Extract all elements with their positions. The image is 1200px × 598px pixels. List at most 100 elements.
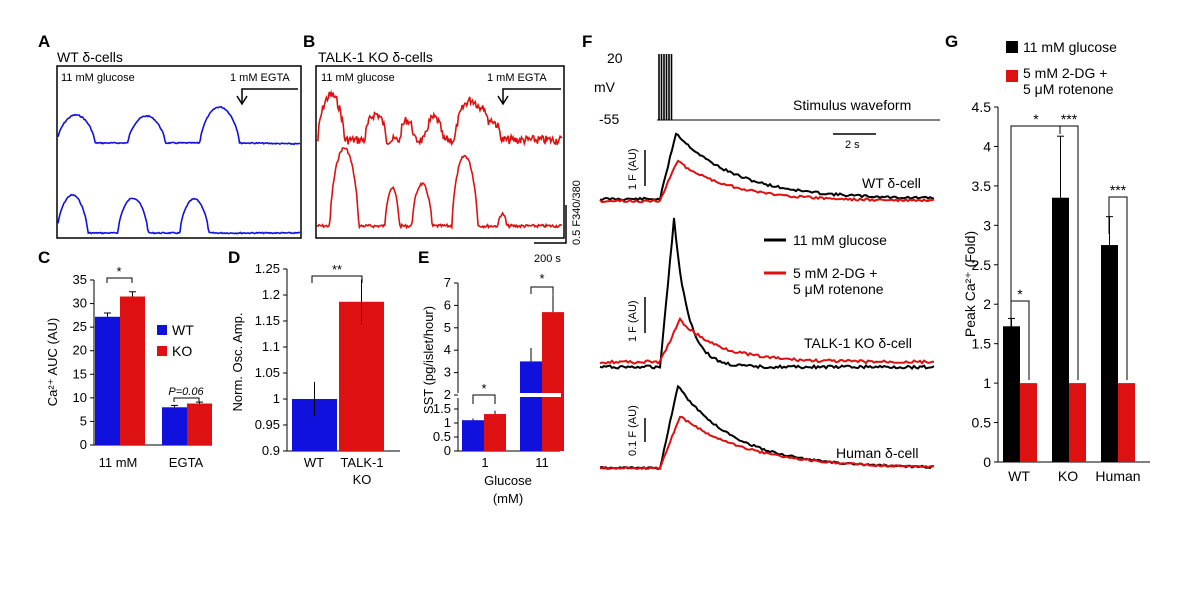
- e-y-tick-label: 0: [444, 443, 451, 458]
- d-y-tick-label: 1.25: [255, 261, 280, 276]
- c-y-tick-label: 30: [73, 296, 87, 311]
- panel-d-chart: 0.9 0.95 1 1.05 1.1 1.15 1.2 1.25 WT TALK-1 KO Norm…: [230, 261, 400, 487]
- panel-f-voltage-top: 20: [607, 50, 623, 66]
- c-y-tick-label: 5: [80, 413, 87, 428]
- e-bar: [520, 361, 542, 451]
- c-p-value: P=0.06: [168, 386, 204, 398]
- panel-b-scale-y: 0.5 F340/380: [571, 180, 583, 245]
- g-y-tick-label: 2.5: [972, 257, 992, 273]
- g-bar: [1118, 383, 1135, 462]
- c-bar: [120, 296, 145, 445]
- panel-f-legend-rotenone-2: 5 μM rotenone: [793, 281, 884, 297]
- c-bar: [187, 403, 212, 445]
- panel-a-trace-2: [57, 193, 301, 235]
- panel-a-egta-label: 1 mM EGTA: [230, 72, 290, 84]
- panel-f-scale-3: 0.1 F (AU): [627, 405, 639, 456]
- panel-g-legend-glucose-swatch: [1006, 41, 1018, 53]
- panel-a-trace-1: [57, 105, 301, 146]
- panel-g-legend-rotenone-2: 5 μM rotenone: [1023, 81, 1114, 97]
- e-x-tick-label: 1: [481, 455, 488, 470]
- panel-b-title: TALK-1 KO δ-cells: [318, 49, 433, 65]
- d-sig-bracket: [311, 275, 363, 283]
- g-y-tick-label: 3: [983, 217, 991, 233]
- g-sig-star-wt: *: [1017, 286, 1023, 302]
- g-y-tick-label: 1.5: [972, 336, 992, 352]
- panel-b-scale-bar: [534, 205, 567, 244]
- panel-b-scale-x: 200 s: [534, 253, 561, 265]
- c-p-bracket: [173, 397, 200, 402]
- g-x-label: WT: [1008, 468, 1030, 484]
- panel-f-stim-pulses: [658, 54, 673, 120]
- c-y-tick-label: 15: [73, 366, 87, 381]
- c-y-tick-label: 35: [73, 272, 87, 287]
- d-x-label: TALK-1: [340, 455, 383, 470]
- g-y-tick-label: 4.5: [972, 99, 992, 115]
- g-bar: [1069, 383, 1086, 462]
- e-y-tick-label: 4: [444, 342, 451, 357]
- panel-label-d: D: [228, 248, 240, 267]
- e-bar: [484, 414, 506, 451]
- panel-a-frame: [56, 65, 302, 239]
- e-y-tick-label: 6: [444, 297, 451, 312]
- g-y-tick-label: 0: [983, 454, 991, 470]
- g-sig-star-wt-ko: *: [1033, 111, 1039, 127]
- panel-f-wt-rotenone-trace: [599, 159, 935, 204]
- e-x-label-unit: (mM): [493, 491, 523, 506]
- g-y-tick-label: 4: [983, 138, 991, 154]
- e-y-tick-label: 2: [444, 387, 451, 402]
- panel-f-voltage-bottom: -55: [599, 111, 619, 127]
- d-sig-star: **: [332, 262, 342, 277]
- g-y-tick-label: 3.5: [972, 178, 992, 194]
- e-y-label: SST (pg/islet/hour): [421, 306, 436, 414]
- c-bar: [95, 316, 120, 445]
- g-sig-bracket-human: [1108, 196, 1128, 380]
- panel-f-time-scale: 2 s: [845, 139, 860, 151]
- panel-f-wt-glucose-trace: [599, 132, 935, 202]
- panel-label-b: B: [303, 32, 315, 51]
- c-sig-bracket: [106, 277, 133, 283]
- e-x-tick-label: 11: [535, 455, 549, 470]
- panel-a-egta-arrow: [236, 95, 248, 106]
- d-y-tick-label: 1.15: [255, 313, 280, 328]
- panel-b-trace-1: [316, 89, 563, 147]
- panel-f-voltage-unit: mV: [594, 79, 616, 95]
- d-y-tick-label: 1.2: [262, 287, 280, 302]
- g-bar: [1052, 197, 1069, 462]
- panel-f-trace-label-ko: TALK-1 KO δ-cell: [804, 335, 912, 351]
- g-y-tick-label: 0.5: [972, 415, 992, 431]
- e-sig-bracket-2: [530, 286, 554, 294]
- g-sig-star-human: ***: [1110, 182, 1127, 198]
- e-bar: [462, 420, 484, 451]
- d-y-tick-label: 0.95: [255, 417, 280, 432]
- panel-f-scale-1: 1 F (AU): [627, 148, 639, 190]
- g-bar: [1020, 383, 1037, 462]
- e-bar: [542, 312, 564, 451]
- panel-label-g: G: [945, 32, 958, 51]
- panel-a-egta-bracket: [241, 88, 298, 103]
- d-y-label: Norm. Osc. Amp.: [230, 313, 245, 412]
- panel-b-condition: 11 mM glucose: [321, 72, 395, 84]
- panel-a-title: WT δ-cells: [57, 49, 123, 65]
- g-y-tick-label: 2: [983, 296, 991, 312]
- e-sig-star-1: *: [481, 381, 486, 396]
- e-sig-bracket-1: [472, 394, 496, 404]
- c-legend-wt: WT: [172, 322, 194, 338]
- c-bar: [162, 407, 187, 445]
- panel-f-human-rotenone-trace: [599, 415, 935, 471]
- panel-g-chart: 0 0.5 1 1.5 2 2.5 3 3.5 4 4.5 WT KO Human Peak Ca²⁺ (…: [962, 99, 1150, 484]
- c-legend-wt-swatch: [157, 325, 167, 335]
- d-bar: [339, 301, 384, 451]
- panel-f-legend-glucose: 11 mM glucose: [793, 232, 887, 248]
- e-y-tick-label: 0.5: [433, 429, 451, 444]
- panel-label-a: A: [38, 32, 50, 51]
- c-y-label: Ca²⁺ AUC (AU): [45, 318, 60, 406]
- c-legend-ko: KO: [172, 343, 192, 359]
- panel-f-legend-rotenone-1: 5 mM 2-DG +: [793, 265, 877, 281]
- e-y-tick-label: 1.5: [433, 401, 451, 416]
- panel-b-egta-label: 1 mM EGTA: [487, 72, 547, 84]
- panel-g-legend-glucose: 11 mM glucose: [1023, 39, 1117, 55]
- panel-b-frame: [315, 65, 565, 239]
- panel-f-ko-rotenone-trace: [599, 316, 934, 365]
